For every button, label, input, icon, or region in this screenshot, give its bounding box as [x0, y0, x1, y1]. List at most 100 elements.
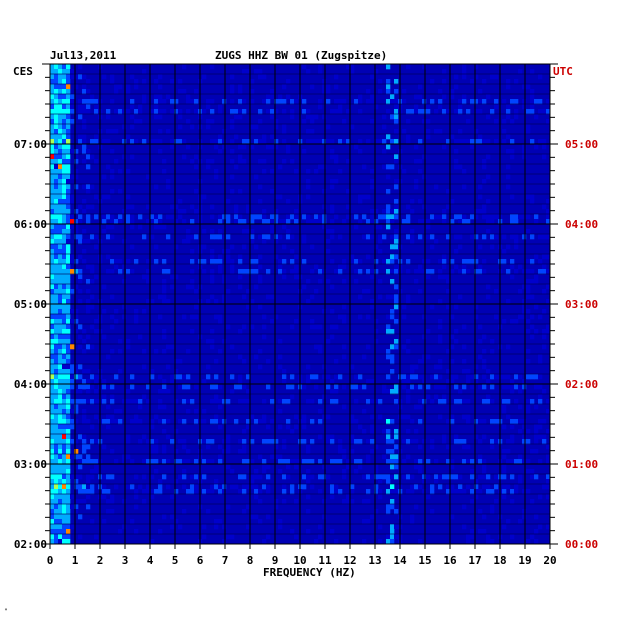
spectrogram-cell — [278, 99, 283, 105]
spectrogram-cell — [362, 214, 367, 220]
spectrogram-cell — [82, 149, 87, 155]
spectrogram-cell — [126, 339, 131, 345]
spectrogram-cell — [146, 279, 151, 285]
spectrogram-cell — [322, 224, 327, 230]
spectrogram-cell — [262, 169, 267, 175]
spectrogram-cell — [54, 179, 59, 185]
spectrogram-cell — [494, 234, 499, 240]
spectrogram-cell — [426, 129, 431, 135]
spectrogram-cell — [94, 374, 99, 380]
spectrogram-cell — [338, 444, 343, 450]
spectrogram-cell — [182, 419, 187, 425]
spectrogram-cell — [174, 359, 179, 365]
spectrogram-cell — [442, 79, 447, 85]
spectrogram-cell — [526, 279, 531, 285]
spectrogram-cell — [154, 224, 159, 230]
spectrogram-cell — [66, 89, 71, 95]
spectrogram-cell — [294, 319, 299, 325]
spectrogram-cell — [106, 194, 111, 200]
spectrogram-cell — [182, 219, 187, 225]
spectrogram-cell — [350, 484, 355, 490]
spectrogram-cell — [54, 114, 59, 120]
spectrogram-cell — [410, 199, 415, 205]
spectrogram-cell — [338, 449, 343, 455]
spectrogram-cell — [106, 214, 111, 220]
spectrogram-cell — [278, 94, 283, 100]
spectrogram-cell — [270, 189, 275, 195]
spectrogram-cell — [282, 219, 287, 225]
spectrogram-cell — [54, 434, 59, 440]
spectrogram-cell — [86, 204, 91, 210]
spectrogram-cell — [278, 339, 283, 345]
spectrogram-cell — [366, 219, 371, 225]
spectrogram-cell — [274, 239, 279, 245]
spectrogram-cell — [82, 484, 87, 490]
spectrogram-cell — [450, 419, 455, 425]
spectrogram-cell — [62, 349, 67, 355]
spectrogram-cell — [538, 99, 543, 105]
spectrogram-cell — [534, 434, 539, 440]
spectrogram-cell — [114, 484, 119, 490]
spectrogram-cell — [162, 429, 167, 435]
spectrogram-cell — [414, 384, 419, 390]
spectrogram-cell — [154, 79, 159, 85]
spectrogram-cell — [90, 489, 95, 495]
spectrogram-cell — [462, 524, 467, 530]
spectrogram-cell — [102, 394, 107, 400]
spectrogram-cell — [50, 314, 55, 320]
spectrogram-cell — [482, 234, 487, 240]
spectrogram-cell — [50, 194, 55, 200]
spectrogram-cell — [542, 329, 547, 335]
spectrogram-cell — [54, 259, 59, 265]
spectrogram-cell — [126, 269, 131, 275]
spectrogram-cell — [390, 419, 395, 425]
spectrogram-cell — [158, 74, 163, 80]
spectrogram-cell — [386, 259, 391, 265]
spectrogram-cell — [486, 214, 491, 220]
spectrogram-cell — [282, 274, 287, 280]
spectrogram-cell — [258, 419, 263, 425]
spectrogram-cell — [386, 79, 391, 85]
spectrogram-cell — [422, 354, 427, 360]
spectrogram-cell — [50, 404, 55, 410]
spectrogram-cell — [154, 449, 159, 455]
spectrogram-cell — [294, 414, 299, 420]
spectrogram-cell — [534, 529, 539, 535]
spectrogram-cell — [378, 294, 383, 300]
spectrogram-cell — [538, 109, 543, 115]
spectrogram-cell — [510, 439, 515, 445]
spectrogram-cell — [170, 139, 175, 145]
spectrogram-cell — [66, 339, 71, 345]
spectrogram-cell — [422, 219, 427, 225]
spectrogram-cell — [370, 439, 375, 445]
spectrogram-cell — [430, 244, 435, 250]
spectrogram-cell — [118, 214, 123, 220]
spectrogram-cell — [66, 499, 71, 505]
spectrogram-cell — [66, 74, 71, 80]
spectrogram-cell — [302, 239, 307, 245]
spectrogram-cell — [134, 414, 139, 420]
x-tick-label: 14 — [393, 554, 407, 567]
spectrogram-cell — [70, 504, 75, 510]
spectrogram-cell — [278, 459, 283, 465]
spectrogram-cell — [82, 139, 87, 145]
spectrogram-cell — [530, 109, 535, 115]
spectrogram-cell — [166, 184, 171, 190]
spectrogram-cell — [526, 439, 531, 445]
spectrogram-cell — [538, 434, 543, 440]
spectrogram-cell — [506, 114, 511, 120]
spectrogram-cell — [510, 534, 515, 540]
spectrogram-cell — [90, 459, 95, 465]
spectrogram-cell — [266, 234, 271, 240]
spectrogram-cell — [414, 279, 419, 285]
spectrogram-cell — [538, 374, 543, 380]
spectrogram-cell — [142, 499, 147, 505]
spectrogram-cell — [258, 184, 263, 190]
spectrogram-cell — [486, 284, 491, 290]
spectrogram-cell — [66, 324, 71, 330]
spectrogram-cell — [242, 484, 247, 490]
spectrogram-cell — [78, 139, 83, 145]
spectrogram-cell — [134, 309, 139, 315]
spectrogram-cell — [130, 399, 135, 405]
spectrogram-cell — [50, 124, 55, 130]
